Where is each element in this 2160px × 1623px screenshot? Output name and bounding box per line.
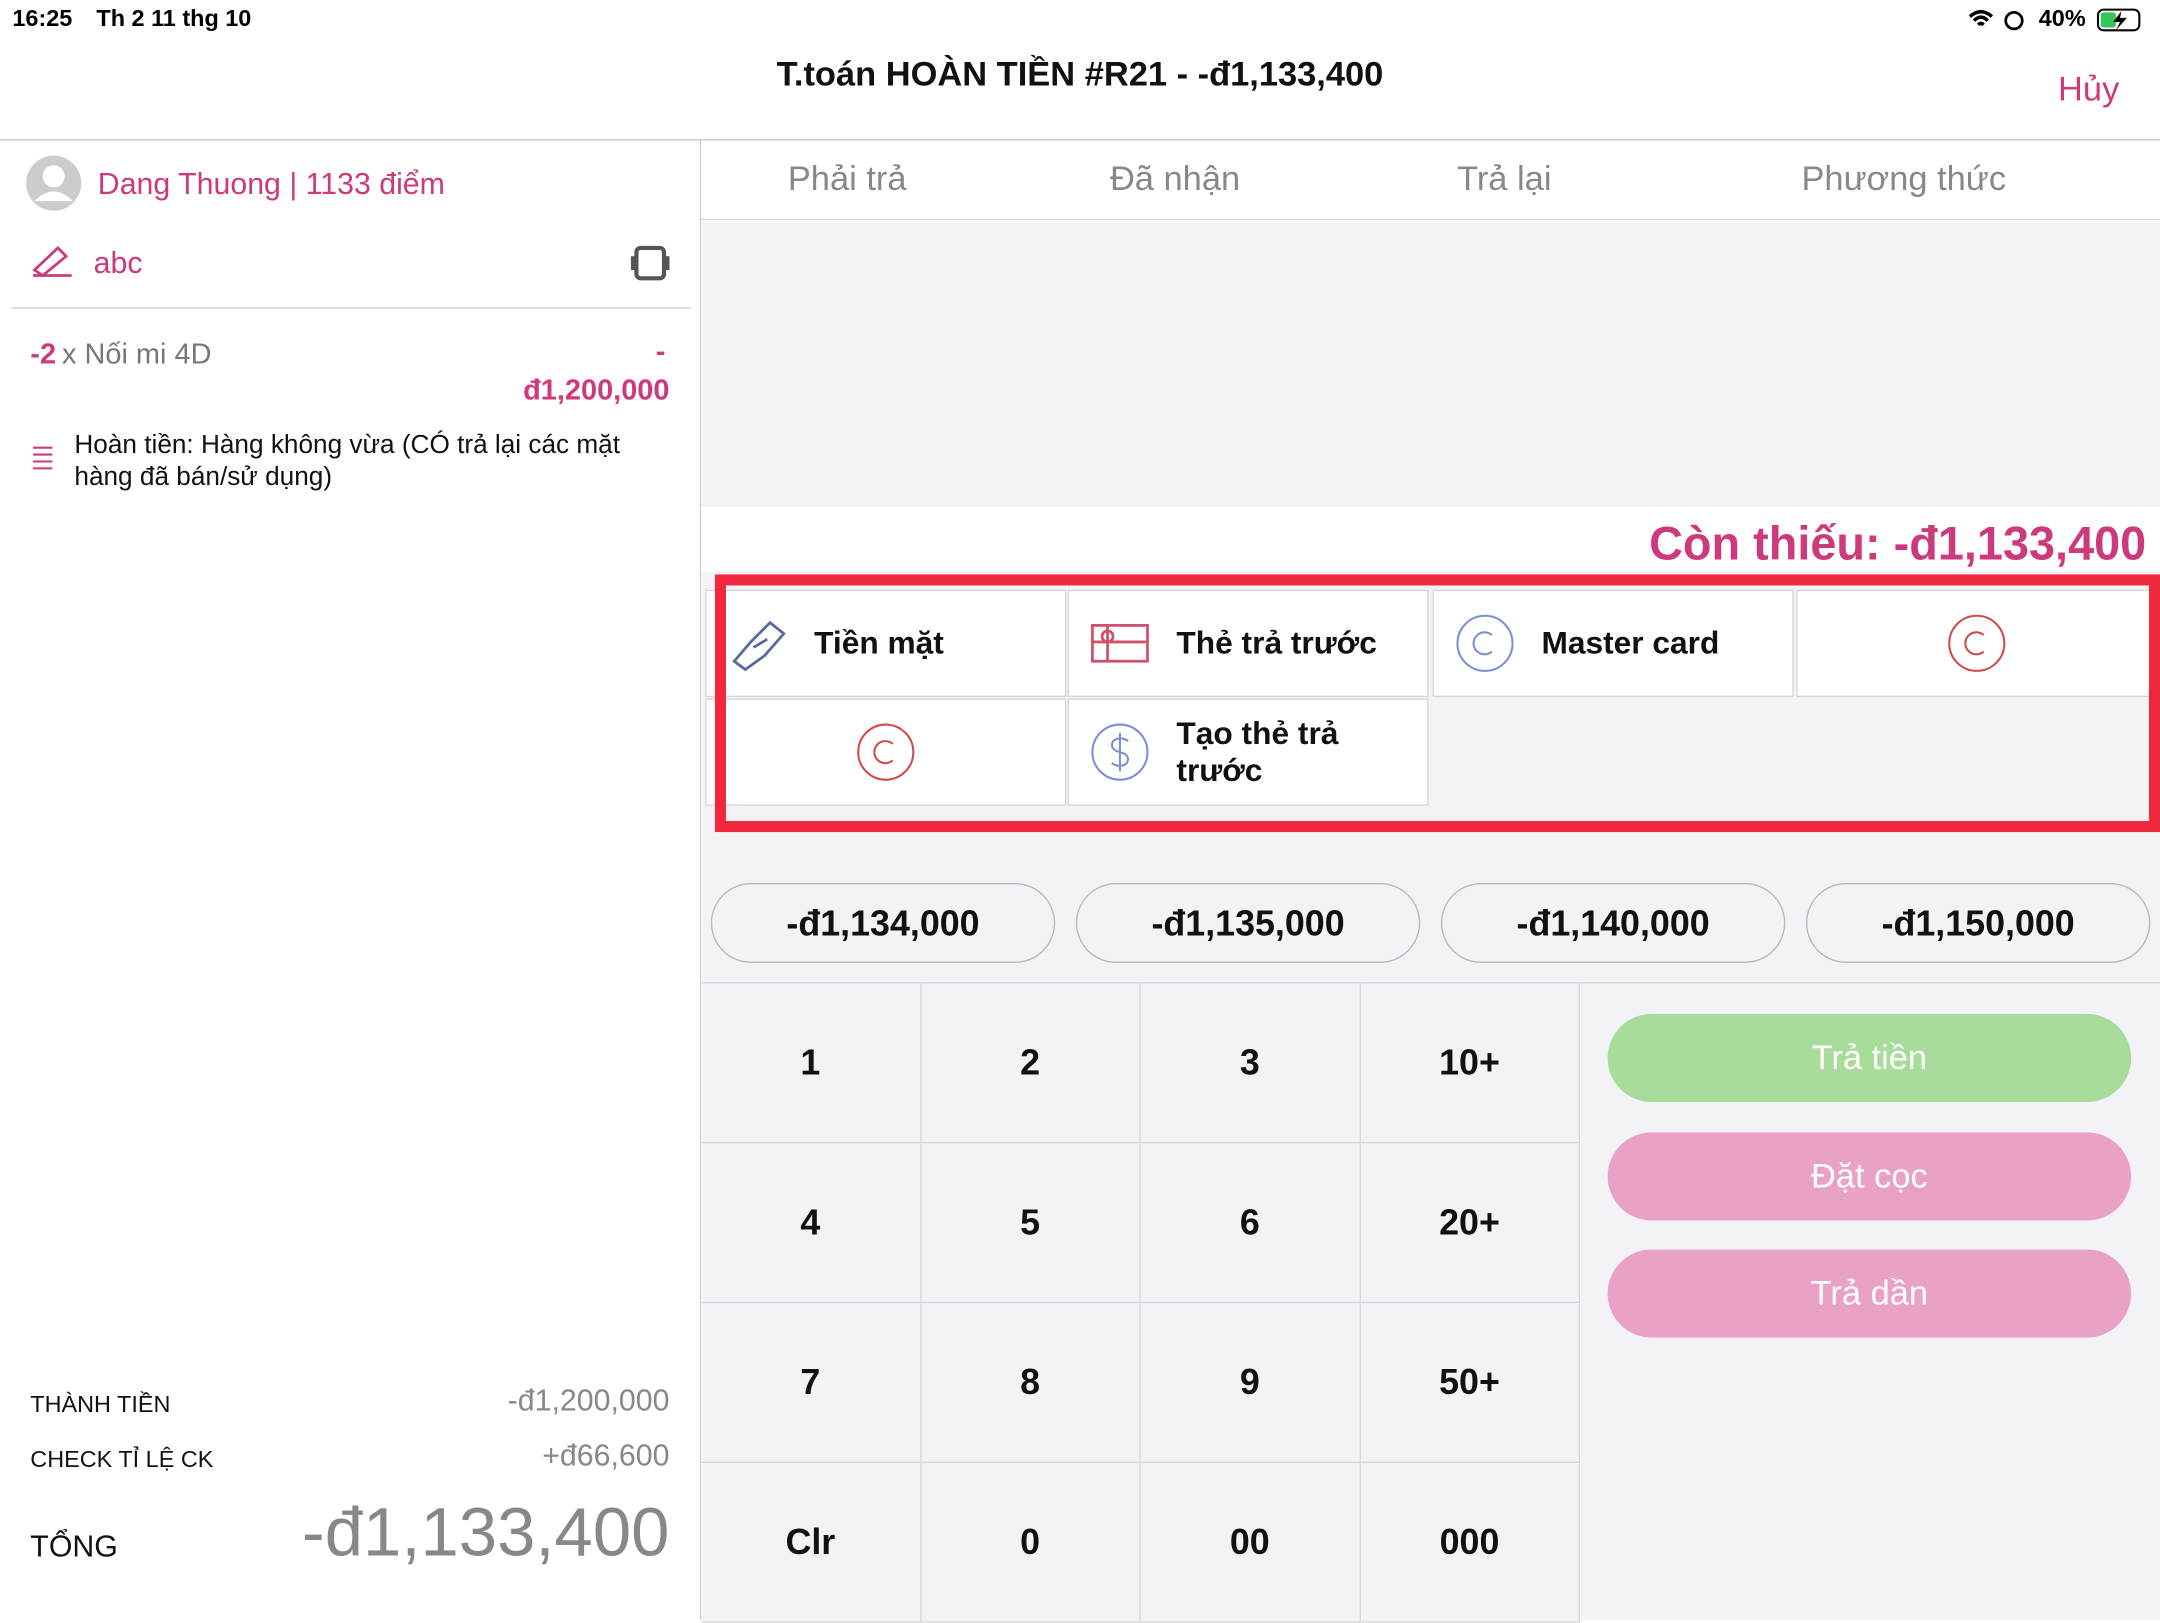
summary-value: +đ66,600 [542,1438,670,1473]
item-price: đ1,200,000 [523,374,670,407]
total-label: TỔNG [30,1529,118,1564]
payment-list [701,221,2160,507]
payment-method-button[interactable]: Thẻ trả trước [1067,589,1429,698]
customer-note: abc [93,245,143,280]
note-icon [32,246,72,278]
icon-svg [1948,614,2006,672]
keypad-key[interactable]: 0 [920,1462,1141,1623]
payment-method-button[interactable] [1796,589,2158,698]
item-name: x Nối mi 4D [61,338,212,371]
method-label: Tạo thẻ trả trước [1176,714,1339,788]
keypad-key[interactable]: Clr [701,1462,921,1623]
payment-method-button[interactable]: Tiền mặt [705,589,1067,698]
device-icon[interactable] [628,242,672,283]
tab[interactable]: Trả lại [1457,159,1552,199]
status-icons [1968,8,2141,32]
payment-method-button[interactable] [705,698,1067,806]
status-time: 16:25 [12,5,73,32]
method-label: Thẻ trả trước [1176,624,1377,661]
payment-method-button[interactable]: Tạo thẻ trả trước [1067,698,1429,806]
keypad-key[interactable]: 50+ [1360,1303,1581,1463]
battery-level: 40% [2038,5,2086,32]
cancel-button[interactable]: Hủy [2058,70,2120,109]
method-icon [726,612,789,675]
keypad-key[interactable]: 4 [701,1143,921,1304]
quick-amount-button[interactable]: -đ1,140,000 [1440,883,1786,963]
method-icon [1088,720,1151,783]
summary-label: THÀNH TIỀN [30,1391,171,1418]
divider [11,307,692,309]
tab[interactable]: Phải trả [787,159,907,199]
status-date: Th 2 11 thg 10 [96,5,252,32]
keypad-key[interactable]: 20+ [1360,1143,1581,1304]
method-icon [1088,612,1151,675]
keypad-key[interactable]: 00 [1140,1462,1361,1623]
keypad-key[interactable]: 3 [1140,983,1361,1144]
highlight-box [714,574,2160,833]
keypad-key[interactable]: 6 [1140,1143,1361,1304]
method-icon [1945,612,2008,675]
icon-svg [1091,624,1149,663]
item-price-sign: - [655,336,666,368]
keypad-key[interactable]: 10+ [1360,983,1581,1144]
icon-svg [1456,614,1514,672]
keypad-key[interactable]: 8 [920,1303,1141,1463]
icon-svg [1091,723,1149,781]
summary-label: CHECK TỈ LỆ CK [30,1446,214,1473]
keypad-key[interactable]: 000 [1360,1462,1581,1623]
method-label: Tiền mặt [814,624,944,661]
method-label: Master card [1541,624,1720,661]
avatar [26,155,82,211]
list-icon [33,446,53,470]
remaining-amount: Còn thiếu: -đ1,133,400 [1649,517,2147,571]
summary-value: -đ1,200,000 [507,1383,670,1418]
total-value: -đ1,133,400 [301,1493,670,1571]
action-button[interactable]: Trả dần [1607,1249,2132,1338]
header-title: T.toán HOÀN TIỀN #R21 - -đ1,133,400 [776,55,1384,94]
keypad-key[interactable]: 1 [701,983,921,1144]
tab-bar [701,140,2160,221]
item-qty: -2 [30,338,57,371]
header-divider [0,139,2160,141]
method-icon [1453,612,1516,675]
panel-divider [699,140,702,1620]
payment-method-button[interactable]: Master card [1432,589,1794,698]
action-button[interactable]: Trả tiền [1607,1013,2132,1103]
quick-amount-button[interactable]: -đ1,150,000 [1805,883,2151,963]
customer-name[interactable]: Dang Thuong | 1133 điểm [97,166,445,202]
keypad-key[interactable]: 9 [1140,1303,1361,1463]
method-icon [854,720,917,783]
icon-svg [857,723,915,781]
tab[interactable]: Phương thức [1801,159,2007,199]
keypad-key[interactable]: 2 [920,983,1141,1144]
quick-amount-button[interactable]: -đ1,135,000 [1075,883,1421,963]
item-note: Hoàn tiền: Hàng không vừa (CÓ trả lại cá… [74,431,621,492]
keypad-key[interactable]: 5 [920,1143,1141,1304]
keypad-key[interactable]: 7 [701,1303,921,1463]
action-button[interactable]: Đặt cọc [1607,1132,2132,1221]
icon-svg [732,620,786,672]
quick-amount-button[interactable]: -đ1,134,000 [710,883,1056,963]
tab[interactable]: Đã nhận [1109,159,1241,199]
